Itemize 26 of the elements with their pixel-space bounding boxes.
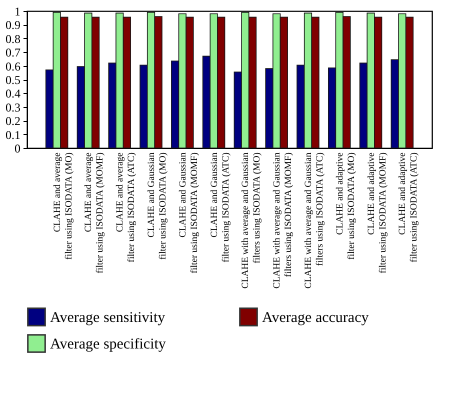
x-tick-label: CLAHE with average and Gaussian filters using ISODATA (MOMF) xyxy=(272,152,294,289)
y-tick-label: 0.2 xyxy=(6,114,20,128)
x-tick-label: CLAHE and adaptive filter using ISODATA (MO) xyxy=(335,152,357,260)
y-tick-label: 0.1 xyxy=(6,128,20,142)
x-tick-label: CLAHE with average and Gaussian filters using ISODATA (ATC) xyxy=(304,152,326,289)
y-tick-label: 0.5 xyxy=(6,73,20,87)
x-tick-label: CLAHE with average and Gaussian filters using ISODATA (MO) xyxy=(241,152,263,289)
legend-label: Average accuracy xyxy=(262,310,370,326)
x-tick-label: CLAHE and average filter using ISODATA (ATC) xyxy=(116,152,138,262)
y-tick-label: 0.6 xyxy=(6,59,20,74)
y-tick-label: 0 xyxy=(14,142,20,156)
x-tick-label: CLAHE and Gaussian filter using ISODATA (ATC) xyxy=(210,152,232,262)
legend-label: Average sensitivity xyxy=(50,310,166,326)
y-tick-label: 0.8 xyxy=(6,32,20,46)
x-tick-label: CLAHE and adaptive filter using ISODATA (MOMF) xyxy=(366,152,388,274)
legend-label: Average specificity xyxy=(50,336,166,352)
y-tick-label: 1 xyxy=(14,4,20,18)
y-tick-label: 0.4 xyxy=(6,86,20,101)
y-tick-label: 0.9 xyxy=(6,18,20,32)
y-tick-label: 0.3 xyxy=(6,100,20,114)
x-tick-label: CLAHE and average filter using ISODATA (MO) xyxy=(52,152,74,260)
x-tick-label: CLAHE and adaptive filter using ISODATA (ATC) xyxy=(398,152,420,262)
x-tick-label: CLAHE and average filter using ISODATA (MOMF) xyxy=(84,152,106,274)
x-tick-label: CLAHE and Gaussian filter using ISODATA (MO) xyxy=(147,152,169,260)
y-tick-label: 0.7 xyxy=(6,46,20,60)
x-tick-label: CLAHE and Gaussian filter using ISODATA (MOMF) xyxy=(178,152,200,274)
